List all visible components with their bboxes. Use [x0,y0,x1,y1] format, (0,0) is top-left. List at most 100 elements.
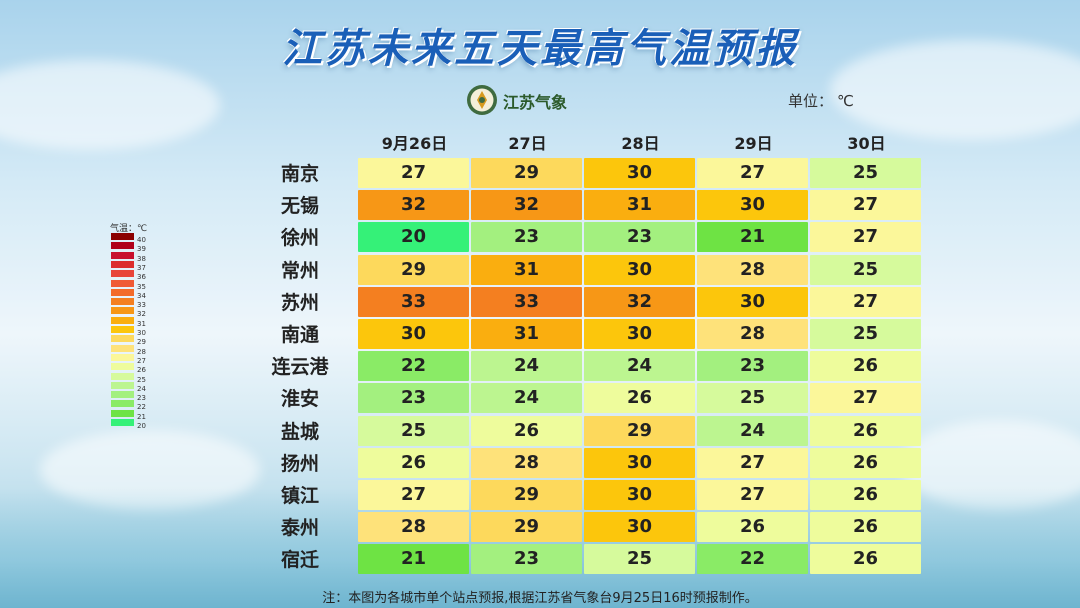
temperature-cell: 27 [810,286,921,317]
temperature-cell: 27 [810,222,921,253]
temperature-cell: 27 [358,480,469,510]
temperature-cell: 25 [810,319,921,349]
legend-label: 32 [137,310,146,319]
unit-label-text: 单位： [788,92,834,110]
temperature-cell: 23 [471,222,582,253]
city-label: 淮安 [280,388,319,411]
temperature-cell: 25 [697,383,808,414]
temperature-cell: 23 [697,351,808,382]
legend-label: 24 [137,384,146,393]
temperature-cell: 26 [810,544,921,575]
legend-label: 37 [137,263,146,272]
legend-label: 26 [137,366,146,375]
legend-title: 气温：℃ [110,224,148,234]
unit-value: ℃ [837,92,854,110]
legend-label: 35 [137,282,146,291]
temperature-cell: 28 [358,512,469,543]
temperature-cell: 30 [584,158,695,188]
temperature-cell: 30 [584,480,695,510]
background-cloud [830,40,1080,140]
column-header: 30日 [847,134,886,153]
temperature-cell: 27 [697,447,808,478]
city-label: 宿迁 [280,549,319,572]
column-header: 27日 [508,134,547,153]
legend-label: 21 [137,412,146,421]
temperature-cell: 31 [471,319,582,349]
city-label: 徐州 [280,227,319,250]
legend-swatch [111,344,134,352]
column-header: 28日 [621,134,660,153]
temperature-cell: 33 [471,286,582,317]
legend-swatch [111,381,134,389]
legend-label: 31 [137,319,146,328]
temperature-cell: 26 [697,512,808,543]
legend-swatch [111,260,134,268]
logo-text: 江苏气象 [503,93,568,112]
temperature-cell: 26 [584,383,695,414]
temperature-cell: 30 [697,286,808,317]
temperature-cell: 30 [584,319,695,349]
temperature-cell: 28 [471,447,582,478]
temperature-cell: 22 [358,351,469,382]
temperature-cell: 26 [810,480,921,510]
temperature-cell: 26 [358,447,469,478]
temperature-cell: 28 [697,319,808,349]
legend-swatch [111,400,134,408]
temperature-cell: 30 [358,319,469,349]
legend-label: 30 [137,329,146,337]
legend-swatch [111,279,134,287]
column-header: 29日 [734,134,773,153]
city-label: 泰州 [280,517,319,540]
temperature-cell: 26 [810,447,921,478]
legend-swatch [111,353,134,361]
city-label: 盐城 [280,420,319,443]
temperature-cell: 26 [810,415,921,446]
legend-swatch [111,363,134,371]
legend-label: 25 [137,375,146,384]
city-label: 常州 [280,259,319,282]
unit-label: 单位： ℃ [788,90,858,111]
legend-swatch [111,419,134,426]
temperature-cell: 24 [697,415,808,446]
temperature-cell: 26 [810,512,921,543]
city-label: 扬州 [280,452,319,475]
legend-swatch [111,298,134,306]
temperature-cell: 20 [358,222,469,253]
temperature-cell: 24 [471,383,582,414]
temperature-cell: 29 [584,415,695,446]
legend-swatch [111,326,134,333]
legend-swatch [111,391,134,399]
column-header: 9月26日 [381,134,448,153]
temperature-cell: 25 [810,158,921,188]
temperature-cell: 23 [471,544,582,575]
temperature-cell: 24 [471,351,582,382]
legend-label: 29 [137,338,146,347]
background-cloud [0,60,220,150]
temperature-cell: 29 [471,158,582,188]
temperature-cell: 31 [584,190,695,221]
temperature-cell: 25 [584,544,695,575]
temperature-cell: 26 [810,351,921,382]
legend-label: 40 [137,236,146,244]
jiangsu-meteorology-logo-icon [467,85,497,115]
temperature-cell: 25 [358,415,469,446]
temperature-cell: 27 [697,480,808,510]
city-label: 镇江 [280,485,319,507]
temperature-cell: 22 [697,544,808,575]
temperature-cell: 27 [358,158,469,188]
temperature-cell: 32 [584,286,695,317]
legend-label: 22 [137,403,146,412]
temperature-cell: 28 [697,254,808,285]
temperature-cell: 21 [358,544,469,575]
temperature-cell: 29 [358,254,469,285]
city-label: 南京 [280,163,319,185]
legend-label: 33 [137,301,146,310]
temperature-cell: 32 [471,190,582,221]
city-label: 苏州 [280,291,319,314]
legend-swatch [111,372,134,380]
footer-note: 注：本图为各城市单个站点预报,根据江苏省气象台9月25日16时预报制作。 [322,591,758,606]
temperature-cell: 21 [697,222,808,253]
legend-label: 28 [137,347,146,356]
temperature-cell: 27 [810,190,921,221]
legend-label: 36 [137,273,146,282]
